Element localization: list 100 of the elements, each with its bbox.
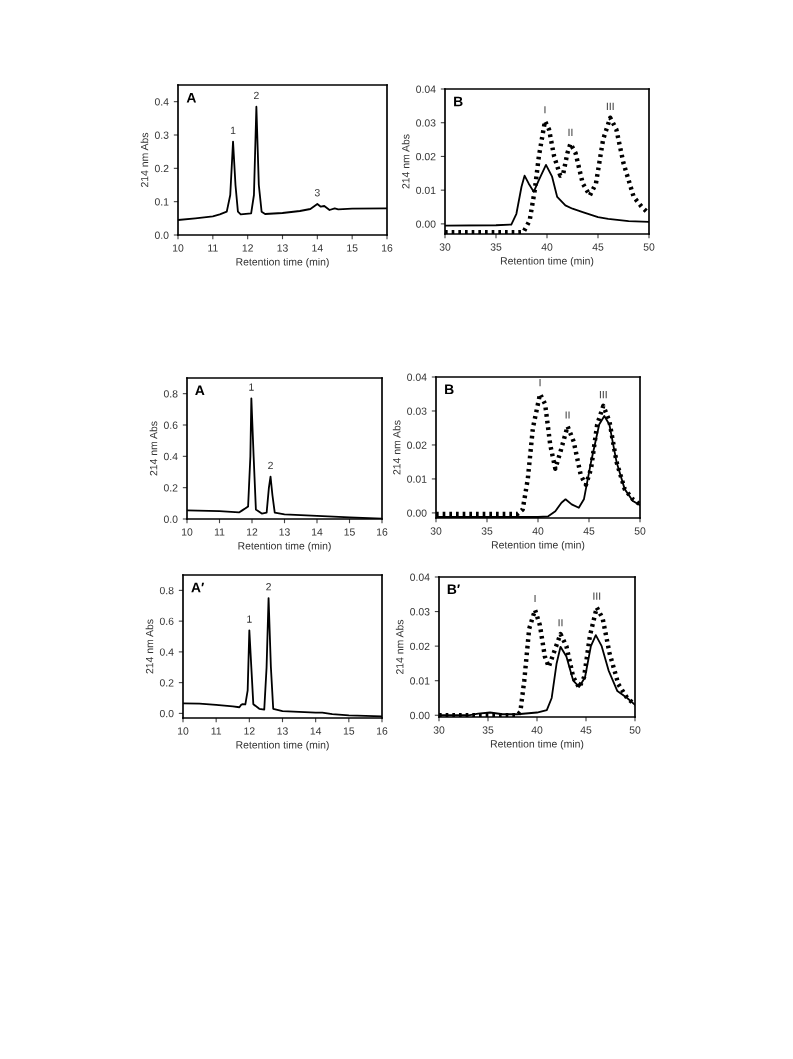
y-tick-label: 0.04 [416,85,436,93]
x-axis-title: Retention time (min) [236,740,329,751]
x-tick-label: 30 [433,726,445,734]
y-tick-label: 0.4 [163,452,178,461]
annotation: 1 [247,615,252,623]
y-tick-label: 0.02 [410,642,430,651]
x-tick-label: 50 [643,243,655,251]
y-tick-label: 0.01 [407,475,427,483]
y-axis-title: 214 nm Abs [140,132,149,187]
annotation: 3 [314,189,320,197]
x-tick-label: 35 [481,527,493,535]
annotation: III [599,391,607,399]
x-tick-label: 16 [377,727,388,735]
annotation: II [558,619,563,627]
y-axis-title: 214 nm Abs [149,421,158,476]
x-tick-label: 16 [382,244,393,252]
annotation: II [568,128,573,136]
x-tick-label: 12 [247,528,258,536]
annotation: 1 [249,383,254,391]
annotation: III [593,592,601,600]
x-tick-label: 40 [532,527,544,535]
annotation: 2 [268,461,273,469]
y-axis-title: 214 nm Abs [145,619,154,674]
y-axis-title: 214 nm Abs [401,134,410,189]
y-tick-label: 0.4 [159,648,174,656]
x-tick-label: 40 [531,726,543,734]
chart-title: A′ [191,582,205,593]
annotation: 1 [230,126,236,134]
x-tick-label: 10 [178,727,189,735]
x-tick-label: 45 [583,527,595,535]
y-tick-label: 0.01 [416,186,436,195]
annotation: III [606,102,614,110]
x-tick-label: 13 [277,727,288,735]
y-tick-label: 0.3 [154,131,169,139]
annotation: I [539,379,541,387]
y-tick-label: 0.00 [416,220,436,228]
x-tick-label: 12 [244,727,255,735]
x-tick-label: 50 [634,527,646,535]
y-tick-label: 0.00 [410,711,430,720]
x-axis-title: Retention time (min) [236,257,329,268]
y-tick-label: 0.01 [410,677,430,685]
y-tick-label: 0.8 [159,586,174,595]
y-tick-label: 0.6 [159,617,174,626]
x-tick-label: 10 [182,528,193,536]
annotation: II [565,411,570,419]
x-tick-label: 40 [541,243,553,251]
x-tick-label: 14 [312,528,323,536]
x-tick-label: 35 [490,243,502,251]
x-tick-label: 15 [344,528,355,536]
x-tick-label: 45 [580,726,592,734]
x-tick-label: 15 [347,244,358,252]
y-tick-label: 0.4 [154,98,169,106]
x-axis-title: Retention time (min) [238,541,331,552]
chart-title: A [195,385,205,396]
x-tick-label: 15 [343,727,355,735]
y-tick-label: 0.04 [410,573,430,581]
x-axis-title: Retention time (min) [491,540,585,551]
y-tick-label: 0.0 [154,231,169,239]
x-tick-label: 11 [208,244,218,252]
y-tick-label: 0.2 [159,679,174,687]
x-tick-label: 30 [430,527,442,535]
annotation: 2 [254,91,259,99]
x-tick-label: 16 [377,528,388,536]
x-tick-label: 30 [439,243,451,251]
x-axis-title: Retention time (min) [500,256,594,267]
x-tick-label: 13 [277,244,288,252]
chart-title: B [445,384,454,395]
y-tick-label: 0.6 [163,421,178,429]
x-tick-label: 14 [310,727,322,735]
y-tick-label: 0.00 [407,509,427,517]
chart-title: B [454,96,463,107]
y-tick-label: 0.03 [410,608,430,616]
y-axis-title: 214 nm Abs [392,420,401,475]
x-axis-title: Retention time (min) [490,739,584,750]
x-tick-label: 12 [242,244,253,252]
y-tick-label: 0.03 [416,119,436,127]
x-tick-label: 11 [214,528,225,536]
annotation: 2 [266,583,271,591]
x-tick-label: 10 [173,244,184,252]
x-tick-label: 50 [629,726,641,734]
x-tick-label: 45 [592,243,604,251]
y-tick-label: 0.0 [159,709,174,718]
y-tick-label: 0.2 [154,164,169,173]
y-tick-label: 0.2 [163,484,178,492]
chart-title: A [186,93,197,103]
y-tick-label: 0.04 [407,373,427,381]
y-tick-label: 0.8 [163,390,178,398]
x-tick-label: 13 [279,528,290,536]
annotation: I [534,594,536,603]
x-tick-label: 35 [482,726,494,734]
annotation: I [544,106,546,114]
y-tick-label: 0.1 [154,198,169,206]
y-tick-label: 0.03 [407,407,427,415]
x-tick-label: 11 [211,727,222,735]
x-tick-label: 14 [312,244,323,252]
y-tick-label: 0.02 [407,441,427,449]
chart-title: B′ [447,584,460,595]
y-axis-title: 214 nm Abs [395,619,404,674]
y-tick-label: 0.0 [163,515,178,523]
y-tick-label: 0.02 [416,152,436,161]
